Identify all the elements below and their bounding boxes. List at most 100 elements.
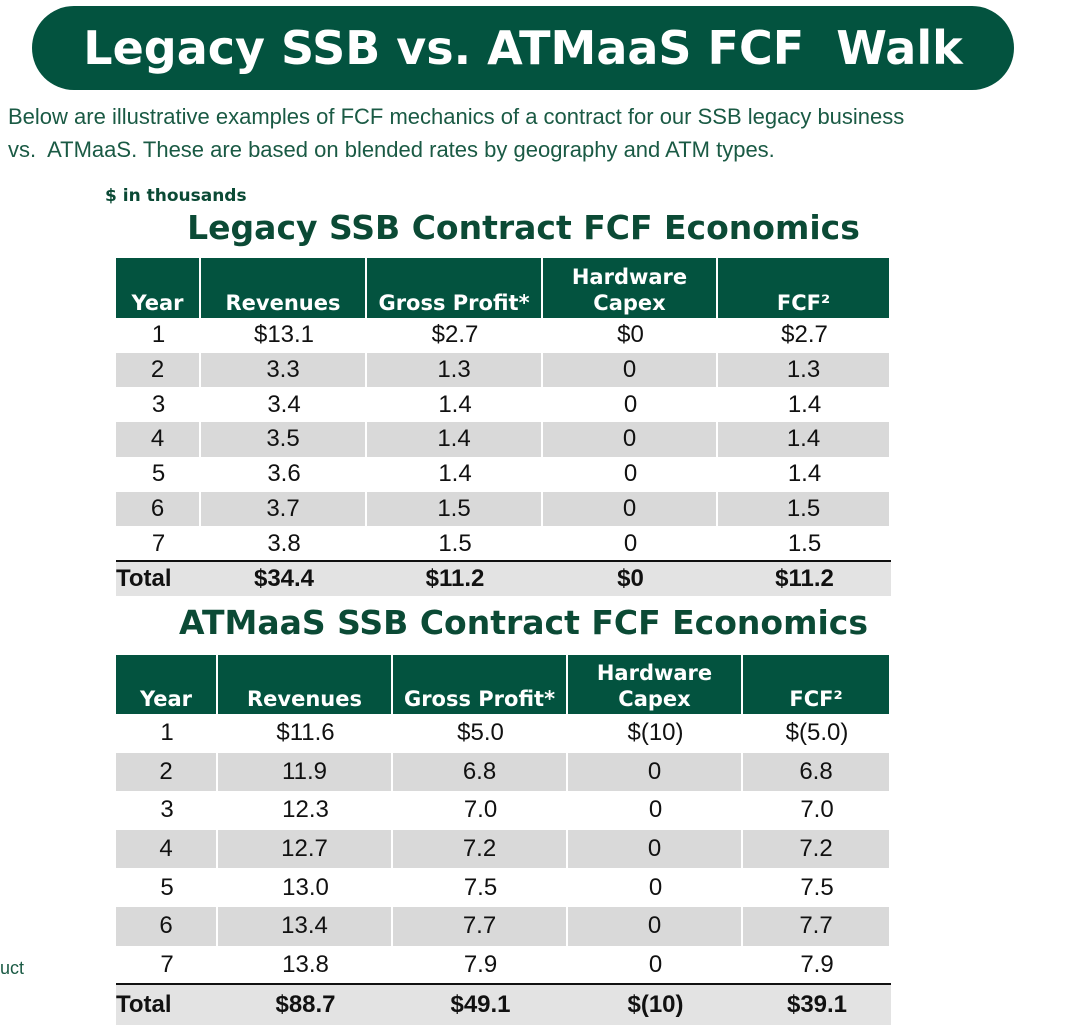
table-cell: 1.4 (787, 390, 822, 418)
table-cell: 3.6 (267, 460, 301, 488)
table-cell: 0 (568, 829, 743, 869)
intro-line: Below are illustrative examples of FCF m… (8, 104, 905, 129)
header-cell: Gross Profit* (393, 655, 568, 714)
table-cell: 7.9 (800, 950, 834, 978)
header-cell: Gross Profit* (367, 258, 543, 318)
table-cell: 2 (116, 752, 218, 792)
table-cell: 0 (623, 529, 638, 557)
header-cell: Revenues (201, 258, 367, 318)
table-cell: 4 (116, 422, 201, 457)
header-cell: Hardware Capex (543, 258, 718, 318)
table-cell: 13.0 (282, 873, 329, 901)
header-cell: Year (116, 258, 201, 318)
table-cell: 13.4 (218, 907, 393, 946)
table-cell: 7.0 (463, 796, 498, 824)
total-cell: $11.2 (718, 561, 891, 596)
table-cell: 6 (116, 491, 201, 527)
units-note: $ in thousands (105, 186, 247, 206)
table-cell: 1 (151, 321, 166, 349)
total-cell: $49.1 (393, 985, 568, 1026)
side-note: uct (0, 958, 25, 978)
table-cell: 3.4 (267, 390, 301, 418)
table-cell: 0 (543, 352, 718, 388)
table-title: Legacy SSB Contract FCF Economics (187, 208, 860, 247)
total-cell: Total (116, 561, 201, 596)
table-cell: 0 (648, 796, 663, 824)
table-cell: 3.5 (201, 422, 367, 457)
total-cell: $0 (543, 561, 718, 596)
table-cell: 6.8 (743, 752, 891, 792)
total-cell: Total (116, 985, 218, 1026)
table-cell: 3.3 (201, 352, 367, 388)
total-cell: $88.7 (218, 985, 393, 1026)
table-cell: 3 (160, 796, 174, 824)
table-cell: 6 (116, 907, 218, 946)
table-cell: 3.8 (267, 529, 301, 557)
table-cell: 7.5 (463, 873, 498, 901)
table-cell: 0 (648, 873, 663, 901)
table-cell: 7 (160, 950, 174, 978)
table-cell: 1 (160, 719, 174, 747)
total-cell: $11.2 (367, 561, 543, 596)
total-rule (116, 983, 891, 986)
table-cell: 1.3 (367, 352, 543, 388)
table-cell: 1.3 (718, 352, 891, 388)
table-cell: 0 (623, 390, 638, 418)
title-banner: Legacy SSB vs. ATMaaS FCF Walk (32, 6, 1014, 90)
table-cell: 1.5 (438, 529, 472, 557)
table-cell: 1.4 (367, 422, 543, 457)
table-cell: 11.9 (218, 752, 393, 792)
table-cell: 1.5 (718, 491, 891, 527)
table-cell: 0 (568, 907, 743, 946)
table-cell: 7.7 (393, 907, 568, 946)
table-cell: 7.2 (743, 829, 891, 869)
table-cell: $(10) (627, 719, 684, 747)
table-cell: 0 (543, 491, 718, 527)
table-cell: 3 (151, 390, 166, 418)
table-cell: 7 (151, 529, 166, 557)
table-cell: 7.2 (393, 829, 568, 869)
header-cell: Hardware Capex (568, 655, 743, 714)
table-cell: 5 (151, 460, 166, 488)
table-cell: 5 (160, 873, 174, 901)
table-cell: $(5.0) (785, 719, 849, 747)
table-cell: 0 (648, 950, 663, 978)
total-cell: $34.4 (201, 561, 367, 596)
table-cell: 1.4 (718, 422, 891, 457)
table-cell: 1.4 (438, 460, 472, 488)
table-cell: $2.7 (431, 321, 479, 349)
table-cell: $5.0 (457, 719, 504, 747)
table-title: ATMaaS SSB Contract FCF Economics (179, 603, 868, 642)
total-cell: $(10) (568, 985, 743, 1026)
total-cell: $39.1 (743, 985, 891, 1026)
table-cell: 2 (116, 352, 201, 388)
table-cell: 1.4 (438, 390, 472, 418)
table-cell: 6.8 (393, 752, 568, 792)
table-cell: 7.7 (743, 907, 891, 946)
table-cell: 7.0 (800, 796, 834, 824)
header-cell: FCF² (718, 258, 891, 318)
table-cell: $2.7 (781, 321, 828, 349)
total-rule (116, 559, 891, 562)
table-cell: 4 (116, 829, 218, 869)
table-cell: $13.1 (253, 321, 315, 349)
table-cell: 0 (568, 752, 743, 792)
table-cell: 12.3 (282, 796, 329, 824)
table-cell: $0 (617, 321, 644, 349)
table-cell: 0 (623, 460, 638, 488)
header-cell: Year (116, 655, 218, 714)
table-cell: 1.4 (787, 460, 822, 488)
table-cell: $11.6 (276, 719, 335, 747)
header-cell: Revenues (218, 655, 393, 714)
table-cell: 7.5 (800, 873, 834, 901)
table-cell: 12.7 (218, 829, 393, 869)
intro-line: vs. ATMaaS. These are based on blended r… (8, 137, 775, 162)
table-cell: 13.8 (282, 950, 329, 978)
table-cell: 3.7 (201, 491, 367, 527)
table-cell: 1.5 (367, 491, 543, 527)
table-cell: 0 (543, 422, 718, 457)
table-cell: 7.9 (463, 950, 498, 978)
table-cell: 1.5 (787, 529, 822, 557)
header-cell: FCF² (743, 655, 891, 714)
